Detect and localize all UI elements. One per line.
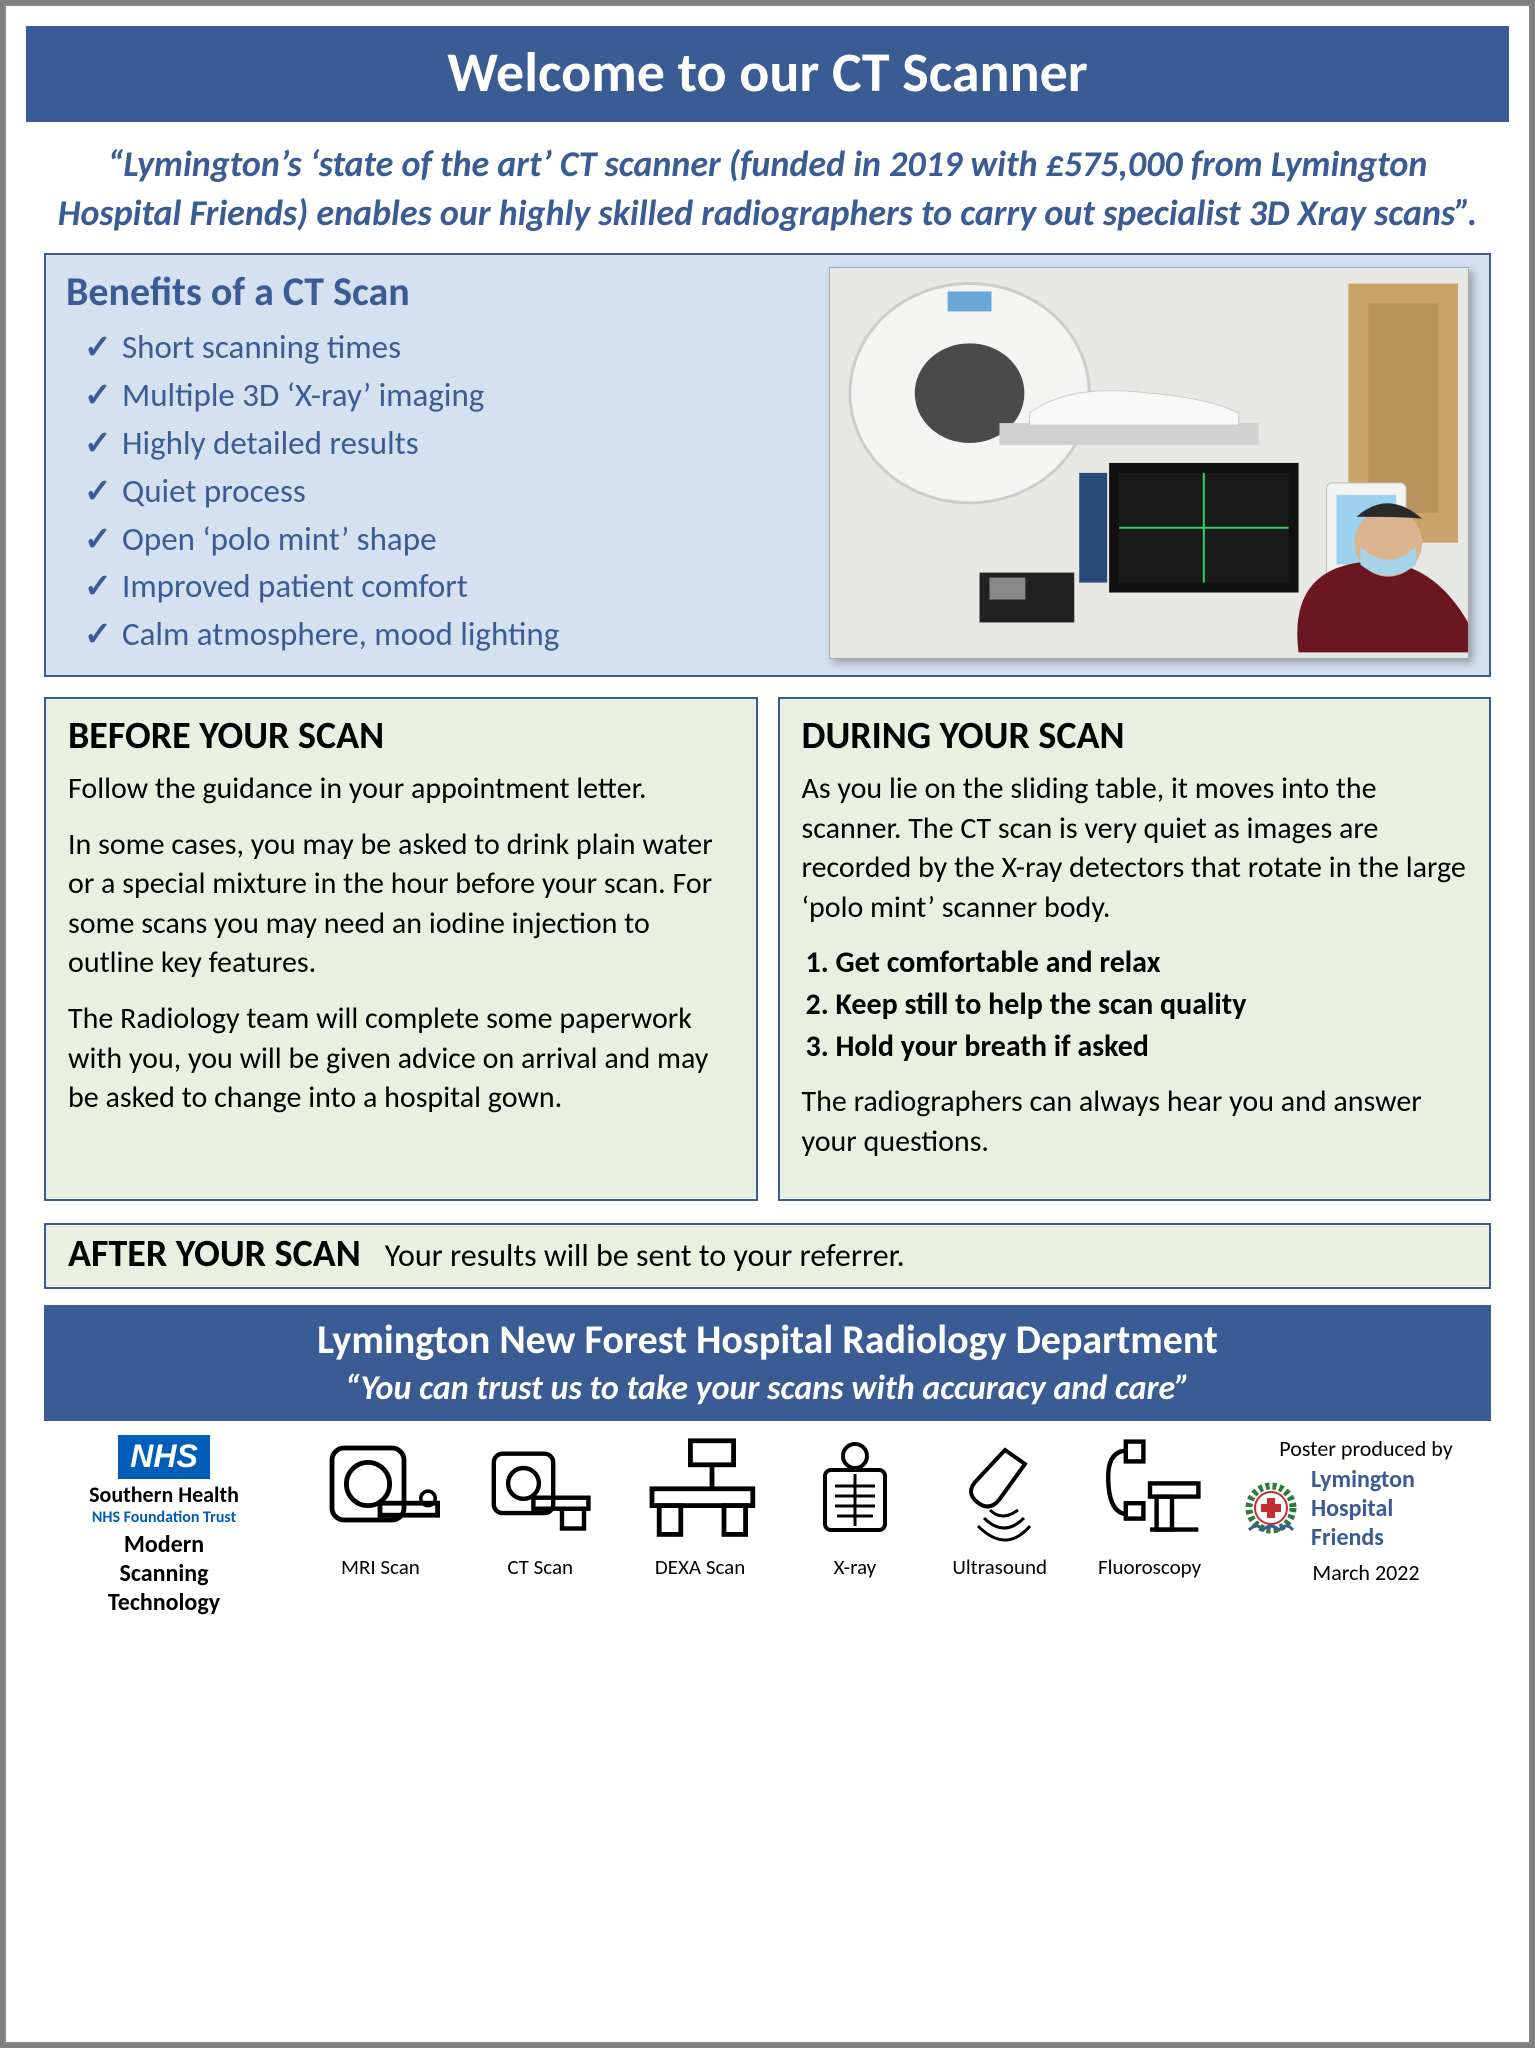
producer-by: Poster produced by — [1241, 1435, 1491, 1462]
before-during-row: BEFORE YOUR SCAN Follow the guidance in … — [44, 697, 1491, 1201]
before-title: BEFORE YOUR SCAN — [68, 713, 734, 759]
header-title: Welcome to our CT Scanner — [447, 39, 1087, 107]
during-step: Keep still to help the scan quality — [836, 985, 1468, 1025]
before-p1: Follow the guidance in your appointment … — [68, 769, 734, 809]
icon-label: X-ray — [805, 1554, 905, 1580]
nhs-tagline: ModernScanningTechnology — [44, 1531, 284, 1617]
mri-scan-icon: MRI Scan — [320, 1435, 440, 1580]
benefits-item: Highly detailed results — [66, 420, 809, 468]
producer-name: LymingtonHospitalFriends — [1311, 1466, 1415, 1552]
ultrasound-icon: Ultrasound — [950, 1435, 1050, 1580]
footer-bar: Lymington New Forest Hospital Radiology … — [44, 1305, 1491, 1421]
icon-label: Ultrasound — [950, 1554, 1050, 1580]
after-text: Your results will be sent to your referr… — [385, 1236, 905, 1275]
footer-department: Lymington New Forest Hospital Radiology … — [44, 1315, 1491, 1364]
before-p3: The Radiology team will complete some pa… — [68, 999, 734, 1118]
during-step: Get comfortable and relax — [836, 943, 1468, 983]
producer-block: Poster produced by LymingtonHospitalFrie… — [1241, 1435, 1491, 1585]
icon-label: DEXA Scan — [640, 1554, 760, 1580]
footer-icon-row: NHS Southern Health NHS Foundation Trust… — [44, 1435, 1491, 1617]
during-step: Hold your breath if asked — [836, 1027, 1468, 1067]
benefits-title: Benefits of a CT Scan — [66, 267, 809, 316]
benefits-panel: Benefits of a CT Scan Short scanning tim… — [44, 253, 1491, 677]
icon-label: CT Scan — [485, 1554, 595, 1580]
benefits-item: Open ‘polo mint’ shape — [66, 516, 809, 564]
footer-trust-line: “You can trust us to take your scans wit… — [44, 1368, 1491, 1409]
before-p2: In some cases, you may be asked to drink… — [68, 825, 734, 983]
dexa-scan-icon: DEXA Scan — [640, 1435, 760, 1580]
benefits-item: Quiet process — [66, 468, 809, 516]
nhs-logo: NHS — [118, 1435, 210, 1479]
during-steps: Get comfortable and relax Keep still to … — [836, 943, 1468, 1066]
during-panel: DURING YOUR SCAN As you lie on the slidi… — [778, 697, 1492, 1201]
hospital-friends-logo-icon — [1241, 1480, 1301, 1540]
benefits-item: Improved patient comfort — [66, 563, 809, 611]
during-p1: As you lie on the sliding table, it move… — [802, 769, 1468, 927]
xray-icon: X-ray — [805, 1435, 905, 1580]
fluoroscopy-icon: Fluoroscopy — [1095, 1435, 1205, 1580]
nhs-line1: Southern Health — [44, 1481, 284, 1508]
producer-date: March 2022 — [1241, 1559, 1491, 1586]
during-title: DURING YOUR SCAN — [802, 713, 1468, 759]
benefits-content: Benefits of a CT Scan Short scanning tim… — [66, 267, 809, 659]
icon-label: Fluoroscopy — [1095, 1554, 1205, 1580]
intro-quote: “Lymington’s ‘state of the art’ CT scann… — [26, 122, 1509, 245]
benefits-list: Short scanning times Multiple 3D ‘X-ray’… — [66, 324, 809, 659]
icon-label: MRI Scan — [320, 1554, 440, 1580]
poster-page: Welcome to our CT Scanner “Lymington’s ‘… — [4, 4, 1531, 2044]
header-bar: Welcome to our CT Scanner — [26, 26, 1509, 122]
nhs-block: NHS Southern Health NHS Foundation Trust… — [44, 1435, 284, 1617]
scan-type-icons: MRI Scan CT Scan DEXA Scan X-ray Ultraso… — [298, 1435, 1227, 1580]
benefits-item: Short scanning times — [66, 324, 809, 372]
during-p2: The radiographers can always hear you an… — [802, 1082, 1468, 1161]
before-panel: BEFORE YOUR SCAN Follow the guidance in … — [44, 697, 758, 1201]
ct-scan-icon: CT Scan — [485, 1435, 595, 1580]
ct-scanner-illustration — [830, 268, 1468, 658]
benefits-item: Multiple 3D ‘X-ray’ imaging — [66, 372, 809, 420]
after-title: AFTER YOUR SCAN — [68, 1231, 361, 1277]
after-panel: AFTER YOUR SCAN Your results will be sen… — [44, 1223, 1491, 1289]
ct-scanner-photo — [829, 267, 1469, 659]
benefits-item: Calm atmosphere, mood lighting — [66, 611, 809, 659]
nhs-line2: NHS Foundation Trust — [44, 1508, 284, 1527]
